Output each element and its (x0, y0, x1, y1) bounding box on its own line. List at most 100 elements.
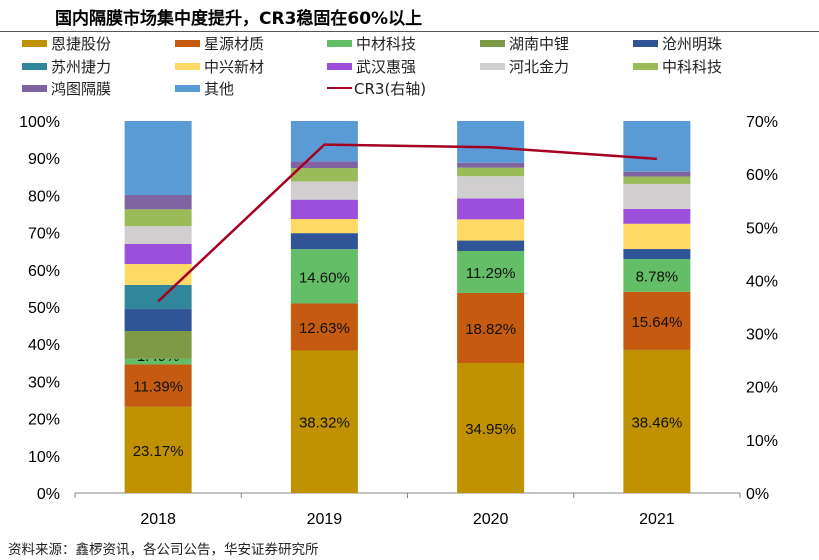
bar-segment (124, 264, 192, 285)
bar-segment (290, 219, 358, 234)
bar-segment (623, 259, 691, 292)
bar-segment (623, 171, 691, 177)
legend-label: 苏州捷力 (51, 57, 112, 76)
x-tick-label: 2019 (307, 511, 343, 528)
source-note: 资料来源：鑫椤资讯，各公司公告，华安证券研究所 (8, 542, 319, 558)
y-tick-label: 50% (28, 300, 60, 317)
legend-swatch (480, 62, 505, 70)
bar-segment (623, 291, 691, 350)
bar-segment (290, 161, 358, 169)
legend-item: 河北金力 (480, 56, 569, 76)
legend-item: 星源材质 (175, 33, 264, 53)
chart-plot: 0% 10% 20% 30% 40% 50% 60% 70% 80% 90% 100% 0% 10% 20… (19, 114, 778, 528)
bar-segment (457, 219, 525, 241)
bar-segment (290, 121, 358, 162)
y-tick-label: 70% (28, 226, 60, 243)
legend-item: 中兴新材 (175, 56, 264, 76)
bar-segment (124, 195, 192, 210)
y2-tick-label: 20% (746, 380, 778, 397)
bar-segment (290, 249, 358, 304)
data-label: 12.63% (299, 320, 350, 337)
bar-segment (623, 223, 691, 250)
legend-label: 鸿图隔膜 (51, 79, 112, 98)
bar-segment (623, 249, 691, 260)
legend-label: 中科科技 (662, 57, 723, 76)
bar-segment (623, 176, 691, 184)
y-tick-label: 20% (28, 412, 60, 429)
legend-swatch (22, 62, 47, 70)
y2-tick-label: 10% (746, 433, 778, 450)
legend-swatch (22, 39, 47, 47)
bar-segment (623, 121, 691, 172)
bar-segment (457, 250, 525, 293)
bar-segment (124, 364, 192, 407)
bar-segment (457, 292, 525, 363)
y-tick-label: 90% (28, 151, 60, 168)
bar-segment (290, 350, 358, 493)
data-label: 14.60% (299, 269, 350, 286)
y2-tick-label: 40% (746, 273, 778, 290)
legend-swatch (175, 84, 200, 92)
legend-label: 中兴新材 (204, 57, 265, 76)
legend-label: CR3(右轴) (354, 79, 427, 98)
bar-segment (623, 208, 691, 224)
bar-segment (290, 181, 358, 200)
legend-swatch (633, 62, 658, 70)
bar-segment (124, 243, 192, 265)
y2-tick-label: 60% (746, 167, 778, 184)
y2-tick-label: 50% (746, 220, 778, 237)
bar-segment (457, 362, 525, 493)
y2-tick-label: 70% (746, 114, 778, 131)
data-label: 23.17% (133, 443, 184, 460)
y-tick-label: 100% (19, 114, 60, 131)
legend-swatch (327, 87, 352, 89)
legend-swatch (327, 39, 352, 47)
bar-segment (124, 284, 192, 310)
legend-label: 星源材质 (204, 34, 265, 53)
legend-label: 沧州明珠 (662, 34, 723, 53)
bar-segment (457, 198, 525, 220)
bar-segment (457, 121, 525, 163)
y2-tick-label: 30% (746, 327, 778, 344)
bar-segment (290, 168, 358, 182)
data-label: 18.82% (465, 321, 516, 338)
bar-segment (290, 303, 358, 351)
bar-segment (623, 183, 691, 209)
y-tick-label: 30% (28, 374, 60, 391)
y2-tick-label: 0% (746, 486, 769, 503)
bar-segment (290, 233, 358, 250)
x-tick-label: 2021 (639, 511, 675, 528)
legend-item: 鸿图隔膜 (22, 78, 111, 98)
bar-segment (290, 199, 358, 220)
legend-label: 湖南中锂 (509, 34, 570, 53)
bar-segment (124, 309, 192, 331)
legend-item: 苏州捷力 (22, 56, 111, 76)
bar-segment (124, 406, 192, 493)
data-label: 38.32% (299, 415, 350, 432)
legend-item: 恩捷股份 (22, 33, 111, 53)
data-label: 11.39% (133, 379, 183, 396)
bar-segment (124, 226, 192, 244)
y-tick-label: 60% (28, 263, 60, 280)
legend-item: 湖南中锂 (480, 33, 569, 53)
y-tick-label: 10% (28, 449, 60, 466)
legend-swatch (22, 84, 47, 92)
bar-segment (457, 167, 525, 177)
legend-item: 武汉惠强 (327, 56, 416, 76)
legend-item: 其他 (175, 78, 234, 98)
bar-segment (623, 349, 691, 493)
title-divider (0, 31, 819, 32)
bar-segment (457, 176, 525, 199)
y-tick-label: 0% (37, 486, 60, 503)
bar-segment (124, 330, 192, 359)
legend-label: 其他 (204, 79, 235, 98)
legend-item: CR3(右轴) (327, 78, 426, 98)
data-label: 34.95% (465, 421, 516, 438)
x-tick-label: 2018 (140, 511, 176, 528)
y-tick-label: 40% (28, 337, 60, 354)
legend-item: 中科科技 (633, 56, 722, 76)
legend-swatch (480, 39, 505, 47)
x-tick-label: 2020 (473, 511, 509, 528)
legend-swatch (633, 39, 658, 47)
legend-item: 沧州明珠 (633, 33, 722, 53)
